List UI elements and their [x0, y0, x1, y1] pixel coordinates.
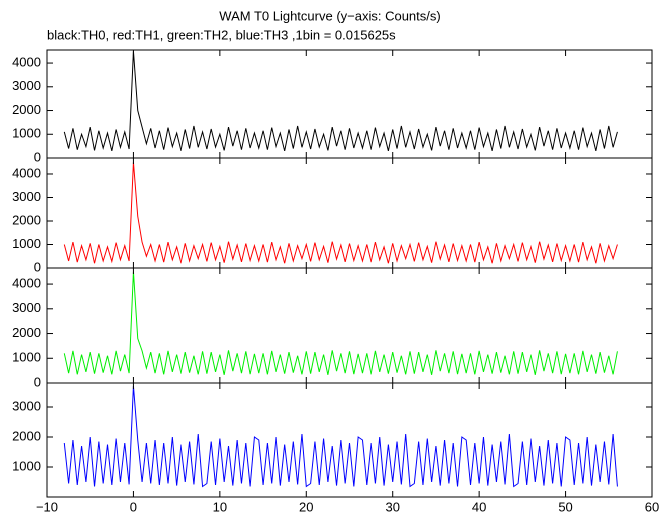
y-tick-label: 3000 — [12, 189, 41, 204]
x-tick-label: 20 — [299, 499, 313, 514]
series-line — [63, 51, 618, 151]
y-tick-label: 0 — [34, 149, 41, 164]
x-tick-label: 0 — [130, 499, 137, 514]
y-tick-label: 3000 — [12, 398, 41, 413]
y-tick-label: 0 — [34, 374, 41, 389]
x-tick-label: 50 — [558, 499, 572, 514]
y-tick-label: 0 — [34, 259, 41, 274]
x-tick-label: 40 — [472, 499, 486, 514]
x-tick-label: 60 — [645, 499, 659, 514]
y-tick-label: 4000 — [12, 276, 41, 291]
y-tick-label: 2000 — [12, 325, 41, 340]
y-tick-label: 4000 — [12, 165, 41, 180]
series-line — [63, 162, 618, 264]
y-tick-label: 1000 — [12, 458, 41, 473]
panel-frame — [46, 382, 653, 498]
x-tick-label: 10 — [213, 499, 227, 514]
y-tick-label: 1000 — [12, 350, 41, 365]
y-tick-label: 2000 — [12, 102, 41, 117]
y-tick-label: 2000 — [12, 428, 41, 443]
panel-frame — [46, 267, 653, 384]
y-tick-label: 1000 — [12, 236, 41, 251]
x-tick-label: 30 — [385, 499, 399, 514]
x-tick-label: −10 — [36, 499, 58, 514]
y-tick-label: 4000 — [12, 54, 41, 69]
y-tick-label: 1000 — [12, 126, 41, 141]
y-tick-label: 3000 — [12, 300, 41, 315]
chart-title: WAM T0 Lightcurve (y−axis: Counts/s) — [219, 8, 440, 23]
chart-subtitle: black:TH0, red:TH1, green:TH2, blue:TH3 … — [47, 27, 396, 42]
y-tick-label: 2000 — [12, 212, 41, 227]
series-line — [63, 385, 618, 488]
series-line — [63, 271, 618, 375]
y-tick-label: 3000 — [12, 78, 41, 93]
